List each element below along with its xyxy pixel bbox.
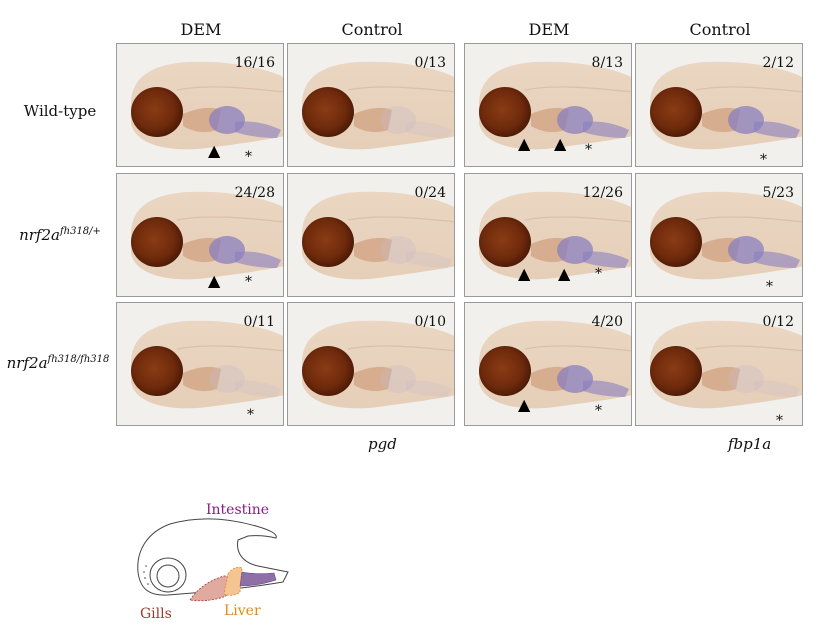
asterisk-marker: * <box>766 279 773 295</box>
asterisk-marker: * <box>595 403 602 419</box>
panel-ratio: 0/24 <box>414 185 446 201</box>
column-header-control-fbp1a: Control <box>689 20 751 39</box>
embryo-image <box>650 61 802 150</box>
gene-label-fbp1a: fbp1a <box>728 435 772 453</box>
asterisk-marker: * <box>245 149 252 165</box>
arrowhead-marker: ▲ <box>208 141 221 160</box>
column-header-dem-pgd: DEM <box>180 20 222 39</box>
asterisk-marker: * <box>776 413 783 426</box>
row-label-heterozygous-allele: fh318/+ <box>59 226 101 237</box>
organ-schematic: Intestine Gills Liver <box>128 500 308 630</box>
column-header-control-pgd: Control <box>341 20 403 39</box>
embryo-image <box>131 191 283 280</box>
panel-ratio: 5/23 <box>762 185 794 201</box>
arrowhead-marker: ▲ <box>518 264 531 283</box>
asterisk-marker: * <box>247 407 254 423</box>
schematic-drawing <box>137 518 289 602</box>
row-label-heterozygous-gene: nrf2a <box>19 226 60 244</box>
arrowhead-marker: ▲ <box>554 134 567 153</box>
row-label-homozygous-gene: nrf2a <box>6 354 48 372</box>
panel-ratio: 24/28 <box>234 185 275 201</box>
panel-ratio: 16/16 <box>234 55 275 71</box>
asterisk-marker: * <box>585 142 592 158</box>
panel-ratio: 4/20 <box>591 314 623 330</box>
embryo-image <box>131 61 283 150</box>
embryo-panel-r2-c1: 24/28 ▲ * <box>116 173 284 297</box>
embryo-panel-r3-c2: 0/10 <box>287 302 455 426</box>
panel-ratio: 0/11 <box>243 314 275 330</box>
embryo-image <box>479 61 631 150</box>
embryo-image <box>302 61 454 150</box>
panel-ratio: 12/26 <box>582 185 623 201</box>
panel-ratio: 2/12 <box>762 55 794 71</box>
embryo-panel-r1-c1: 16/16 ▲ * <box>116 43 284 167</box>
schematic-label-liver: Liver <box>224 603 261 619</box>
embryo-image <box>479 191 631 280</box>
embryo-image <box>650 320 802 409</box>
embryo-image <box>650 191 802 280</box>
panel-ratio: 0/13 <box>414 55 446 71</box>
row-label-homozygous-allele: fh318/fh318 <box>47 354 110 365</box>
asterisk-marker: * <box>760 152 767 167</box>
panel-ratio: 0/10 <box>414 314 446 330</box>
arrowhead-marker: ▲ <box>518 134 531 153</box>
embryo-image <box>302 191 454 280</box>
embryo-panel-r1-c3: 8/13 ▲ ▲ * <box>464 43 632 167</box>
arrowhead-marker: ▲ <box>208 271 221 290</box>
embryo-panel-r2-c3: 12/26 ▲ ▲ * <box>464 173 632 297</box>
schematic-label-intestine: Intestine <box>206 502 270 518</box>
row-label-wild-type-text: Wild-type <box>23 102 97 120</box>
asterisk-marker: * <box>245 274 252 290</box>
embryo-image <box>302 320 454 409</box>
embryo-panel-r3-c4: 0/12 * <box>635 302 803 426</box>
gene-label-pgd: pgd <box>368 435 397 453</box>
embryo-panel-r3-c1: 0/11 * <box>116 302 284 426</box>
row-label-heterozygous: nrf2afh318/+ <box>8 226 112 244</box>
column-header-dem-fbp1a: DEM <box>528 20 570 39</box>
arrowhead-marker: ▲ <box>558 264 571 283</box>
row-label-wild-type: Wild-type <box>8 102 112 120</box>
schematic-label-gills: Gills <box>140 606 172 622</box>
embryo-panel-r1-c4: 2/12 * <box>635 43 803 167</box>
asterisk-marker: * <box>595 266 602 282</box>
embryo-panel-r2-c2: 0/24 <box>287 173 455 297</box>
embryo-panel-r3-c3: 4/20 ▲ * <box>464 302 632 426</box>
embryo-panel-r1-c2: 0/13 <box>287 43 455 167</box>
embryo-image <box>131 320 283 409</box>
row-label-homozygous: nrf2afh318/fh318 <box>2 354 114 372</box>
panel-ratio: 0/12 <box>762 314 794 330</box>
arrowhead-marker: ▲ <box>518 395 531 414</box>
embryo-panel-r2-c4: 5/23 * <box>635 173 803 297</box>
panel-ratio: 8/13 <box>591 55 623 71</box>
embryo-image <box>479 320 631 409</box>
